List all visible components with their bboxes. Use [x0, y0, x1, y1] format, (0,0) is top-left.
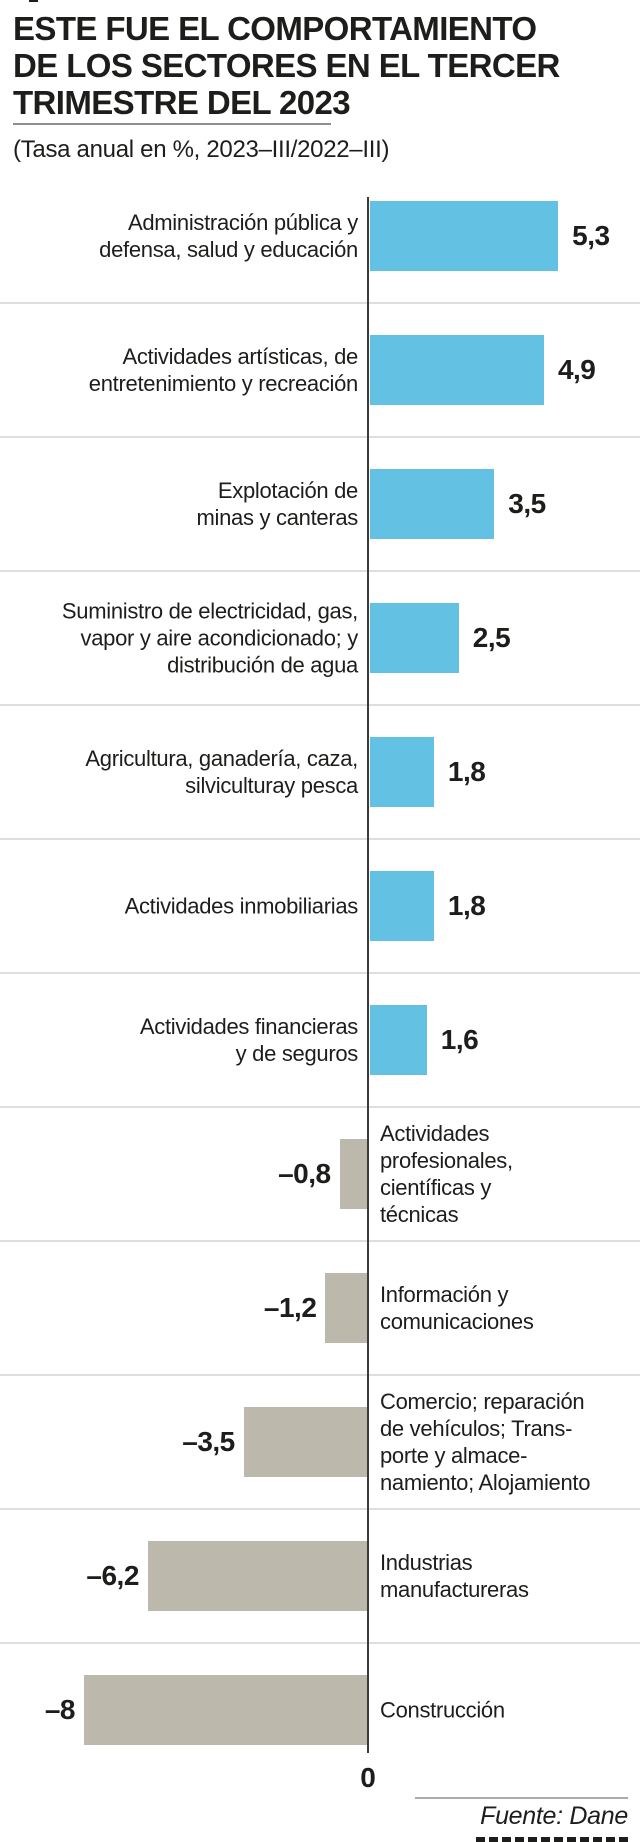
value-label: 3,5: [508, 488, 546, 519]
category-label: Actividades financieras y de seguros: [139, 1014, 358, 1066]
value-label: 1,8: [447, 890, 486, 921]
bar-row: Construcción –8: [0, 1642, 640, 1776]
page-title: ESTE FUE EL COMPORTAMIENTO DE LOS SECTOR…: [13, 10, 560, 121]
value-label: 1,6: [440, 1024, 479, 1055]
category-label: Comercio; reparación de vehículos; Trans-…: [380, 1389, 591, 1495]
bar-row: Comercio; reparación de vehículos; Trans-…: [0, 1374, 640, 1508]
zero-axis-line: [367, 197, 369, 1753]
value-label: 2,5: [472, 622, 511, 653]
title-line-3: TRIMESTRE DEL 2023: [13, 84, 351, 121]
clipped-top-text-fragment: [29, 0, 38, 2]
title-line-2: DE LOS SECTORES EN EL TERCER: [13, 47, 560, 84]
bar-chart: Administración pública y defensa, salud y…: [0, 170, 640, 1776]
category-label: Suministro de electricidad, gas, vapor y …: [61, 598, 358, 678]
bar-row: Explotación de minas y canteras 3,5: [0, 436, 640, 570]
bar-row: Información y comunicaciones –1,2: [0, 1240, 640, 1374]
category-label: Administración pública y defensa, salud y…: [99, 210, 358, 262]
bar-row: Suministro de electricidad, gas, vapor y …: [0, 570, 640, 704]
value-bar: [84, 1675, 368, 1745]
bar-row: Industrias manufactureras –6,2: [0, 1508, 640, 1642]
value-bar: [370, 335, 544, 405]
bar-row: Administración pública y defensa, salud y…: [0, 170, 640, 302]
value-label: 1,8: [447, 756, 486, 787]
value-bar: [243, 1407, 368, 1477]
category-label: Industrias manufactureras: [380, 1550, 529, 1602]
title-line-1: ESTE FUE EL COMPORTAMIENTO: [13, 10, 537, 47]
value-label: 5,3: [572, 220, 610, 251]
value-label: 4,9: [557, 354, 596, 385]
bar-row: Actividades profesionales, científicas y té…: [0, 1106, 640, 1240]
bar-row: Actividades inmobiliarias 1,8: [0, 838, 640, 972]
category-label: Información y comunicaciones: [380, 1282, 534, 1334]
category-label: Construcción: [380, 1697, 505, 1723]
value-label: –3,5: [182, 1426, 235, 1457]
value-bar: [370, 871, 434, 941]
title-underline: [13, 123, 331, 125]
category-label: Explotación de minas y canteras: [196, 478, 359, 530]
category-label: Actividades inmobiliarias: [124, 893, 359, 919]
value-label: –1,2: [263, 1292, 317, 1323]
bar-row: Actividades financieras y de seguros 1,6: [0, 972, 640, 1106]
value-label: –8: [44, 1694, 76, 1725]
value-label: –6,2: [86, 1560, 139, 1591]
category-label: Actividades profesionales, científicas y té…: [380, 1121, 513, 1227]
value-bar: [370, 1005, 427, 1075]
clipped-credit-text-fragment: [476, 1837, 628, 1842]
value-bar: [325, 1273, 368, 1343]
value-bar: [370, 603, 459, 673]
category-label: Agricultura, ganadería, caza, silvicultur…: [85, 746, 358, 798]
source-divider-line: [415, 1797, 628, 1799]
zero-tick-label: 0: [360, 1762, 376, 1793]
chart-subtitle: (Tasa anual en %, 2023–III/2022–III): [13, 136, 390, 163]
value-bar: [370, 201, 559, 271]
category-label: Actividades artísticas, de entretenimient…: [88, 344, 359, 396]
value-bar: [339, 1139, 368, 1209]
bar-row: Actividades artísticas, de entretenimient…: [0, 302, 640, 436]
value-bar: [370, 469, 495, 539]
value-bar: [147, 1541, 368, 1611]
bar-row: Agricultura, ganadería, caza, silvicultur…: [0, 704, 640, 838]
source-credit: Fuente: Dane: [480, 1802, 628, 1830]
value-bar: [370, 737, 434, 807]
value-label: –0,8: [278, 1158, 331, 1189]
